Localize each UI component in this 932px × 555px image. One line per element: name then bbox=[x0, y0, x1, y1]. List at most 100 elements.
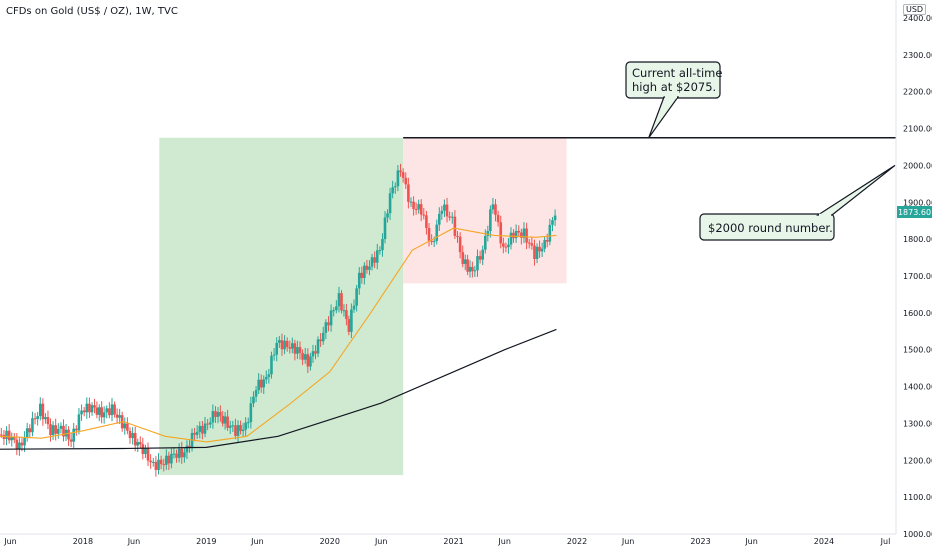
x-tick-label: 2023 bbox=[690, 537, 710, 546]
candle-body bbox=[185, 445, 189, 453]
candle-body bbox=[291, 343, 294, 349]
candle-body bbox=[219, 412, 222, 416]
candle-body bbox=[177, 448, 181, 458]
candle-body bbox=[159, 459, 163, 465]
candle-body bbox=[345, 310, 348, 320]
candle-body bbox=[231, 425, 235, 427]
candle-body bbox=[491, 204, 495, 210]
x-tick-label: Jun bbox=[497, 537, 511, 546]
candle-body bbox=[252, 396, 255, 404]
candle-body bbox=[131, 433, 134, 439]
candle-body bbox=[172, 453, 176, 455]
candle-body bbox=[453, 216, 457, 236]
candle-body bbox=[347, 319, 351, 332]
candle-body bbox=[314, 351, 317, 354]
last-price-badge bbox=[897, 205, 932, 218]
candle-body bbox=[419, 204, 423, 215]
candle-body bbox=[463, 259, 467, 264]
candle-body bbox=[0, 434, 3, 436]
candle-body bbox=[82, 410, 86, 413]
candle-body bbox=[193, 432, 196, 435]
candle-body bbox=[409, 201, 413, 203]
candle-body bbox=[293, 343, 297, 354]
candle-body bbox=[311, 351, 315, 357]
candle-body bbox=[46, 417, 50, 425]
candle-body bbox=[144, 448, 147, 455]
currency-badge[interactable]: USD bbox=[903, 4, 927, 15]
candle-body bbox=[448, 216, 451, 218]
candle-body bbox=[445, 204, 449, 217]
candle-body bbox=[553, 215, 557, 221]
candle-body bbox=[20, 442, 24, 446]
candle-body bbox=[329, 310, 333, 326]
candle-body bbox=[352, 305, 356, 310]
candle-body bbox=[64, 429, 68, 437]
x-tick-label: Jun bbox=[374, 537, 388, 546]
x-tick-label: Jun bbox=[3, 537, 17, 546]
candle-body bbox=[399, 170, 402, 173]
x-tick-label: 2018 bbox=[73, 537, 93, 546]
candle-body bbox=[216, 412, 220, 417]
candle-body bbox=[203, 423, 207, 434]
candle-body bbox=[466, 259, 469, 272]
candle-body bbox=[530, 243, 534, 246]
candle-body bbox=[201, 425, 204, 434]
candle-body bbox=[100, 407, 103, 418]
candle-body bbox=[85, 403, 89, 413]
candle-body bbox=[375, 250, 379, 263]
candle-body bbox=[551, 220, 554, 225]
candle-body bbox=[44, 417, 47, 420]
candle-body bbox=[136, 442, 140, 446]
candle-body bbox=[146, 448, 150, 461]
candle-body bbox=[509, 232, 513, 245]
y-tick-label: 2300.00 bbox=[903, 51, 932, 60]
candle-body bbox=[378, 250, 382, 252]
candle-body bbox=[133, 433, 137, 446]
candle-body bbox=[386, 213, 389, 218]
candle-body bbox=[357, 272, 361, 289]
candle-body bbox=[360, 272, 364, 279]
candle-body bbox=[149, 460, 152, 463]
candle-body bbox=[77, 414, 81, 431]
y-tick-label: 2000.00 bbox=[903, 161, 932, 170]
candle-body bbox=[456, 235, 459, 237]
candle-body bbox=[246, 422, 250, 424]
candle-body bbox=[535, 246, 539, 259]
candle-body bbox=[391, 187, 394, 194]
candle-body bbox=[244, 422, 247, 430]
candle-body bbox=[430, 240, 433, 242]
candle-body bbox=[36, 415, 39, 419]
last-price-label: 1873.60 bbox=[898, 208, 931, 217]
candle-body bbox=[138, 442, 142, 445]
candle-body bbox=[90, 405, 94, 413]
candle-body bbox=[321, 332, 325, 342]
candle-body bbox=[113, 404, 116, 415]
candle-body bbox=[365, 265, 369, 270]
candle-body bbox=[236, 425, 240, 436]
candle-body bbox=[254, 390, 258, 397]
candle-body bbox=[180, 448, 184, 458]
candle-body bbox=[115, 414, 119, 418]
candle-body bbox=[226, 416, 229, 428]
candle-body bbox=[59, 425, 63, 429]
candle-body bbox=[461, 252, 465, 264]
candle-body bbox=[198, 425, 202, 432]
candle-body bbox=[69, 439, 73, 442]
candle-body bbox=[504, 246, 508, 248]
candle-body bbox=[105, 408, 109, 413]
x-tick-label: Jun bbox=[621, 537, 635, 546]
candle-body bbox=[422, 214, 426, 216]
candle-body bbox=[167, 455, 171, 464]
candle-body bbox=[332, 310, 336, 312]
candle-body bbox=[458, 236, 462, 253]
candle-body bbox=[38, 403, 42, 416]
candle-body bbox=[478, 256, 482, 260]
x-tick-label: Jul bbox=[880, 537, 891, 546]
candle-body bbox=[97, 407, 101, 415]
candle-body bbox=[206, 423, 209, 425]
candle-body bbox=[270, 355, 273, 375]
candle-body bbox=[396, 170, 400, 187]
